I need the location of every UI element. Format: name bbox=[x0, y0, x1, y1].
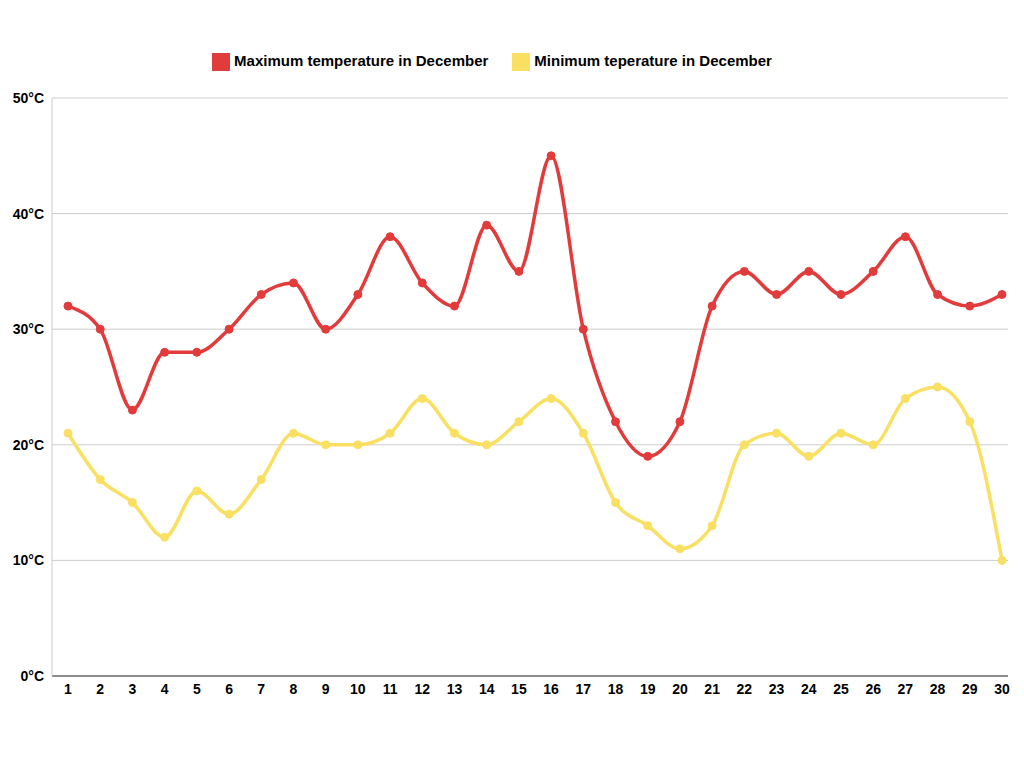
svg-text:21: 21 bbox=[704, 681, 720, 697]
svg-text:11: 11 bbox=[383, 681, 398, 697]
svg-text:20°C: 20°C bbox=[13, 437, 44, 453]
svg-text:25: 25 bbox=[833, 681, 849, 697]
svg-text:9: 9 bbox=[322, 681, 330, 697]
svg-text:23: 23 bbox=[769, 681, 785, 697]
html-text:Minimum teperature in December: Minimum teperature in December bbox=[534, 52, 772, 69]
svg-text:18: 18 bbox=[608, 681, 624, 697]
svg-text:8: 8 bbox=[290, 681, 298, 697]
svg-text:2: 2 bbox=[96, 681, 104, 697]
svg-text:40°C: 40°C bbox=[13, 206, 44, 222]
svg-text:14: 14 bbox=[479, 681, 495, 697]
svg-text:17: 17 bbox=[576, 681, 592, 697]
svg-text:10°C: 10°C bbox=[13, 552, 44, 568]
svg-text:30: 30 bbox=[994, 681, 1010, 697]
svg-text:28: 28 bbox=[930, 681, 946, 697]
svg-text:15: 15 bbox=[511, 681, 527, 697]
svg-text:7: 7 bbox=[257, 681, 265, 697]
svg-text:0°C: 0°C bbox=[21, 668, 45, 684]
svg-text:22: 22 bbox=[737, 681, 753, 697]
svg-text:30°C: 30°C bbox=[13, 321, 44, 337]
svg-text:50°C: 50°C bbox=[13, 90, 44, 106]
svg-text:12: 12 bbox=[414, 681, 430, 697]
svg-text:27: 27 bbox=[898, 681, 914, 697]
svg-text:5: 5 bbox=[193, 681, 201, 697]
svg-text:20: 20 bbox=[672, 681, 688, 697]
svg-text:19: 19 bbox=[640, 681, 656, 697]
svg-text:24: 24 bbox=[801, 681, 817, 697]
svg-text:13: 13 bbox=[447, 681, 463, 697]
svg-text:1: 1 bbox=[64, 681, 72, 697]
svg-text:10: 10 bbox=[350, 681, 366, 697]
svg-text:4: 4 bbox=[161, 681, 169, 697]
svg-text:6: 6 bbox=[225, 681, 233, 697]
svg-text:26: 26 bbox=[865, 681, 881, 697]
html-text:Maximum temperature in Decembe: Maximum temperature in December bbox=[234, 52, 489, 69]
svg-text:16: 16 bbox=[543, 681, 559, 697]
svg-text:3: 3 bbox=[129, 681, 137, 697]
svg-text:29: 29 bbox=[962, 681, 978, 697]
